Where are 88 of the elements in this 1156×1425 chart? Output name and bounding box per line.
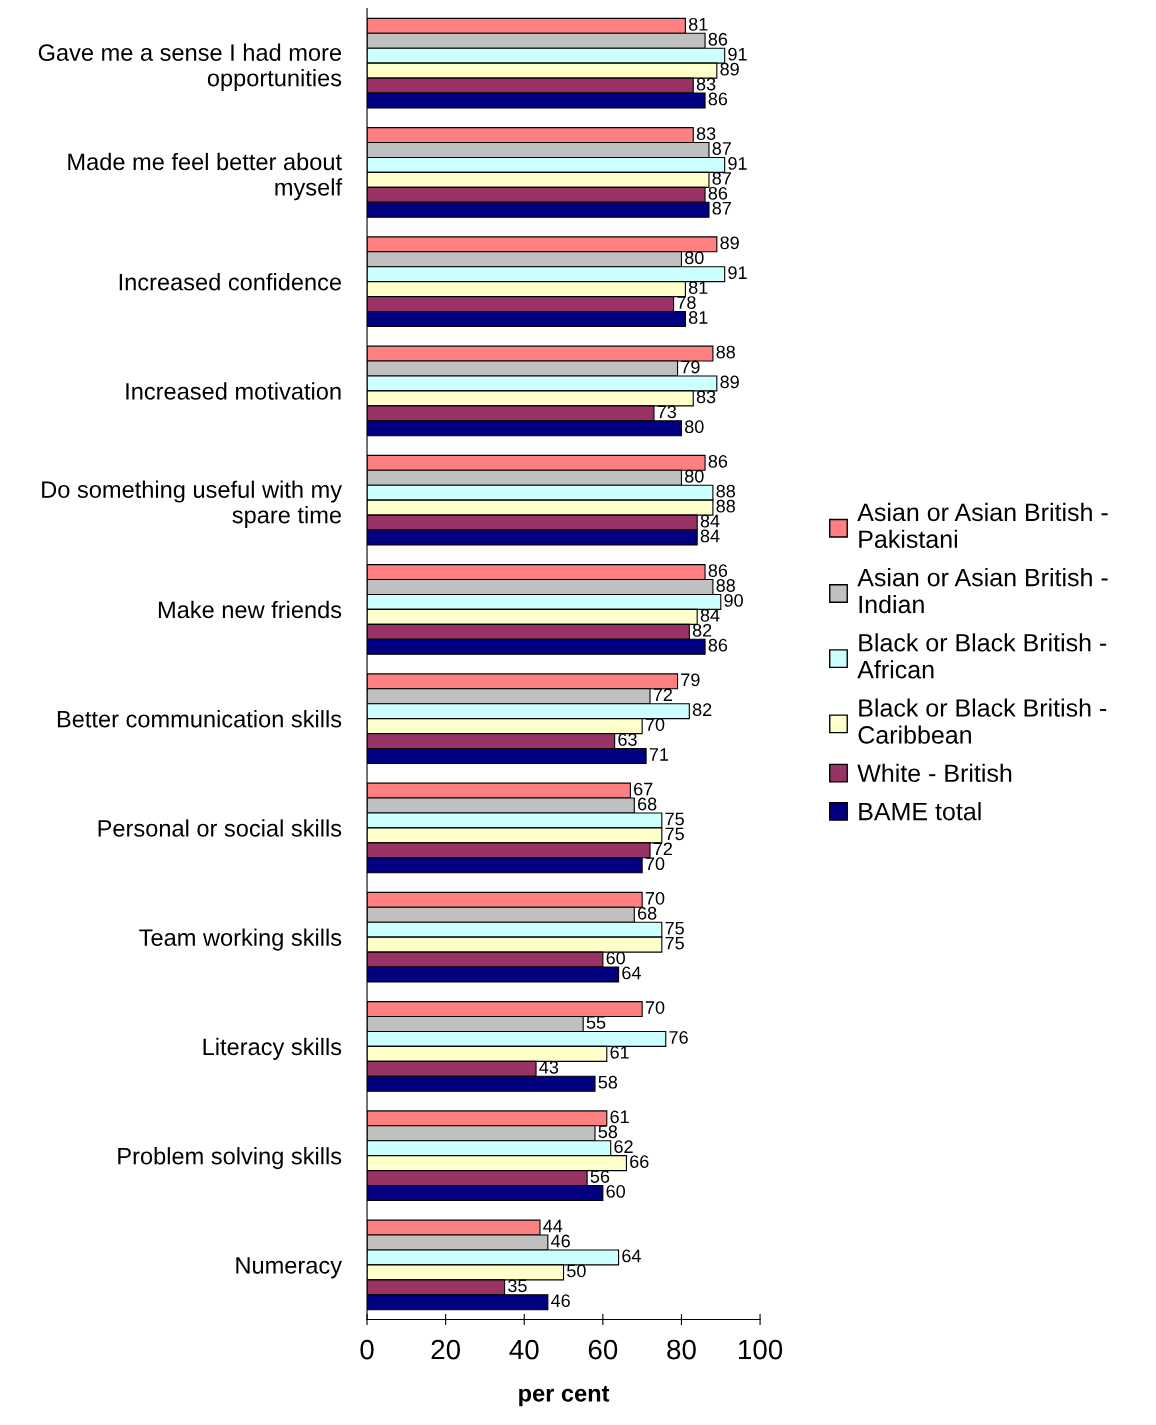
x-tick-label: 60 [588,1339,618,1360]
data-label: 82 [692,703,712,717]
data-label: 67 [634,782,653,796]
x-tick-label: 80 [667,1339,696,1360]
y-tick-label: Make new friends [158,600,342,619]
data-label: 58 [598,1075,618,1089]
data-label: 66 [630,1155,649,1168]
data-label: 68 [637,797,657,811]
data-label: 75 [665,827,684,841]
legend-label: BAME total [859,802,981,821]
data-label: 72 [653,842,672,855]
data-label: 64 [622,1249,641,1263]
data-label: 83 [696,77,716,91]
data-label: 46 [551,1294,570,1308]
data-label: 82 [692,623,712,637]
legend-label: Asian or Asian British - Pakistani [857,502,1108,549]
data-label: 50 [567,1264,586,1278]
data-label: 70 [645,891,665,905]
data-label: 84 [700,529,720,543]
data-label: 70 [645,1001,665,1014]
data-label: 86 [708,186,728,200]
data-label: 88 [716,499,735,513]
legend-label: Black or Black British - Caribbean [858,698,1107,744]
y-tick-label: Made me feel better about myself [68,152,343,201]
y-tick-label: Problem solving skills [118,1147,342,1170]
data-label: 71 [649,748,669,761]
data-label: 80 [685,469,704,483]
data-label: 75 [665,812,684,826]
data-label: 91 [728,157,747,170]
data-label: 70 [645,857,665,871]
data-label: 87 [712,142,731,155]
data-label: 44 [543,1219,563,1233]
data-label: 83 [696,390,716,404]
data-label: 75 [665,936,684,950]
data-label: 46 [551,1234,570,1248]
data-label: 64 [622,966,641,980]
data-label: 91 [728,266,747,280]
data-label: 73 [657,405,677,419]
data-label: 89 [720,236,739,250]
data-label: 86 [708,92,728,106]
data-label: 58 [598,1125,618,1139]
data-label: 91 [728,47,747,61]
data-label: 35 [508,1279,527,1293]
data-label: 88 [716,579,735,592]
data-label: 61 [610,1110,629,1124]
data-label: 89 [720,375,739,389]
y-tick-label: Increased motivation [126,382,341,400]
y-tick-label: Literacy skills [203,1037,342,1060]
y-tick-label: Increased confidence [119,273,341,291]
x-axis-title: per cent [519,1386,610,1407]
data-label: 84 [700,514,720,528]
data-label: 76 [669,1031,688,1044]
data-label: 80 [685,251,704,265]
data-label: 86 [708,638,728,652]
y-tick-label: Do something useful with my spare time [42,480,342,529]
data-label: 62 [614,1140,633,1154]
x-tick-label: 20 [431,1339,460,1360]
legend-label: Asian or Asian British - Indian [857,568,1108,614]
data-label: 72 [653,688,672,701]
data-label: 88 [716,345,735,359]
x-tick-label: 0 [360,1339,374,1360]
data-label: 80 [685,420,704,434]
y-tick-label: Better communication skills [57,710,342,728]
data-label: 81 [688,311,708,324]
data-label: 87 [712,201,731,215]
y-tick-label: Personal or social skills [98,819,342,837]
x-tick-label: 100 [739,1339,783,1360]
y-tick-label: Numeracy [236,1257,342,1279]
data-label: 88 [716,484,735,498]
data-label: 60 [606,1185,626,1198]
legend-label: White - British [857,763,1012,783]
data-label: 89 [720,62,739,76]
data-label: 86 [708,454,728,468]
data-label: 81 [688,17,708,31]
data-label: 86 [708,32,728,46]
data-label: 86 [708,564,728,577]
legend-label: Black or Black British - African [857,633,1107,679]
data-label: 60 [606,951,626,965]
data-label: 75 [665,921,684,935]
data-label: 79 [681,360,700,374]
x-tick-label: 40 [509,1339,539,1360]
y-tick-label: Gave me a sense I had more opportunities [38,43,342,92]
data-label: 83 [696,127,716,140]
data-label: 68 [637,906,657,920]
data-label: 90 [724,594,743,607]
data-label: 81 [688,281,708,294]
y-tick-label: Team working skills [139,928,342,951]
data-label: 79 [681,673,700,687]
